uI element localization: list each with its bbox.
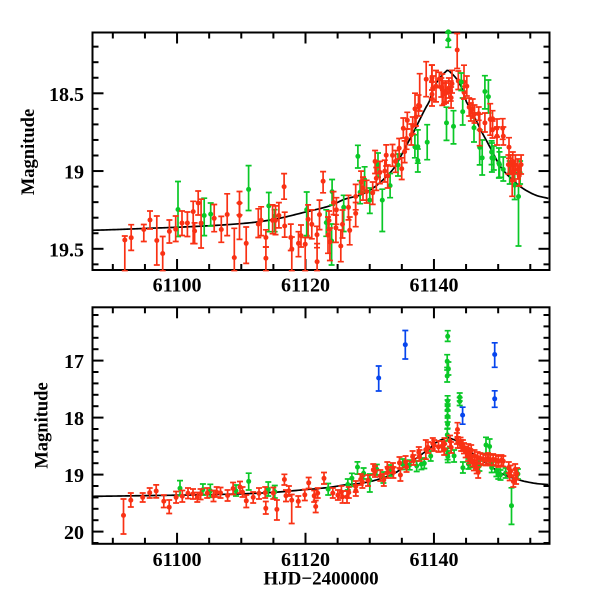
svg-text:19: 19 bbox=[64, 465, 84, 487]
svg-text:HJD−2400000: HJD−2400000 bbox=[263, 569, 378, 590]
svg-text:19: 19 bbox=[64, 162, 84, 184]
svg-text:17: 17 bbox=[64, 351, 84, 373]
svg-text:61120: 61120 bbox=[281, 275, 330, 297]
svg-text:61100: 61100 bbox=[153, 549, 202, 571]
svg-text:61140: 61140 bbox=[410, 549, 459, 571]
svg-text:18: 18 bbox=[64, 408, 84, 430]
svg-text:61120: 61120 bbox=[281, 549, 330, 571]
svg-text:61100: 61100 bbox=[153, 275, 202, 297]
svg-text:18.5: 18.5 bbox=[49, 84, 84, 106]
svg-text:20: 20 bbox=[64, 522, 84, 544]
svg-text:Magnitude: Magnitude bbox=[33, 382, 53, 468]
svg-text:61140: 61140 bbox=[410, 275, 459, 297]
svg-text:19.5: 19.5 bbox=[49, 239, 84, 261]
svg-text:Magnitude: Magnitude bbox=[19, 109, 39, 195]
